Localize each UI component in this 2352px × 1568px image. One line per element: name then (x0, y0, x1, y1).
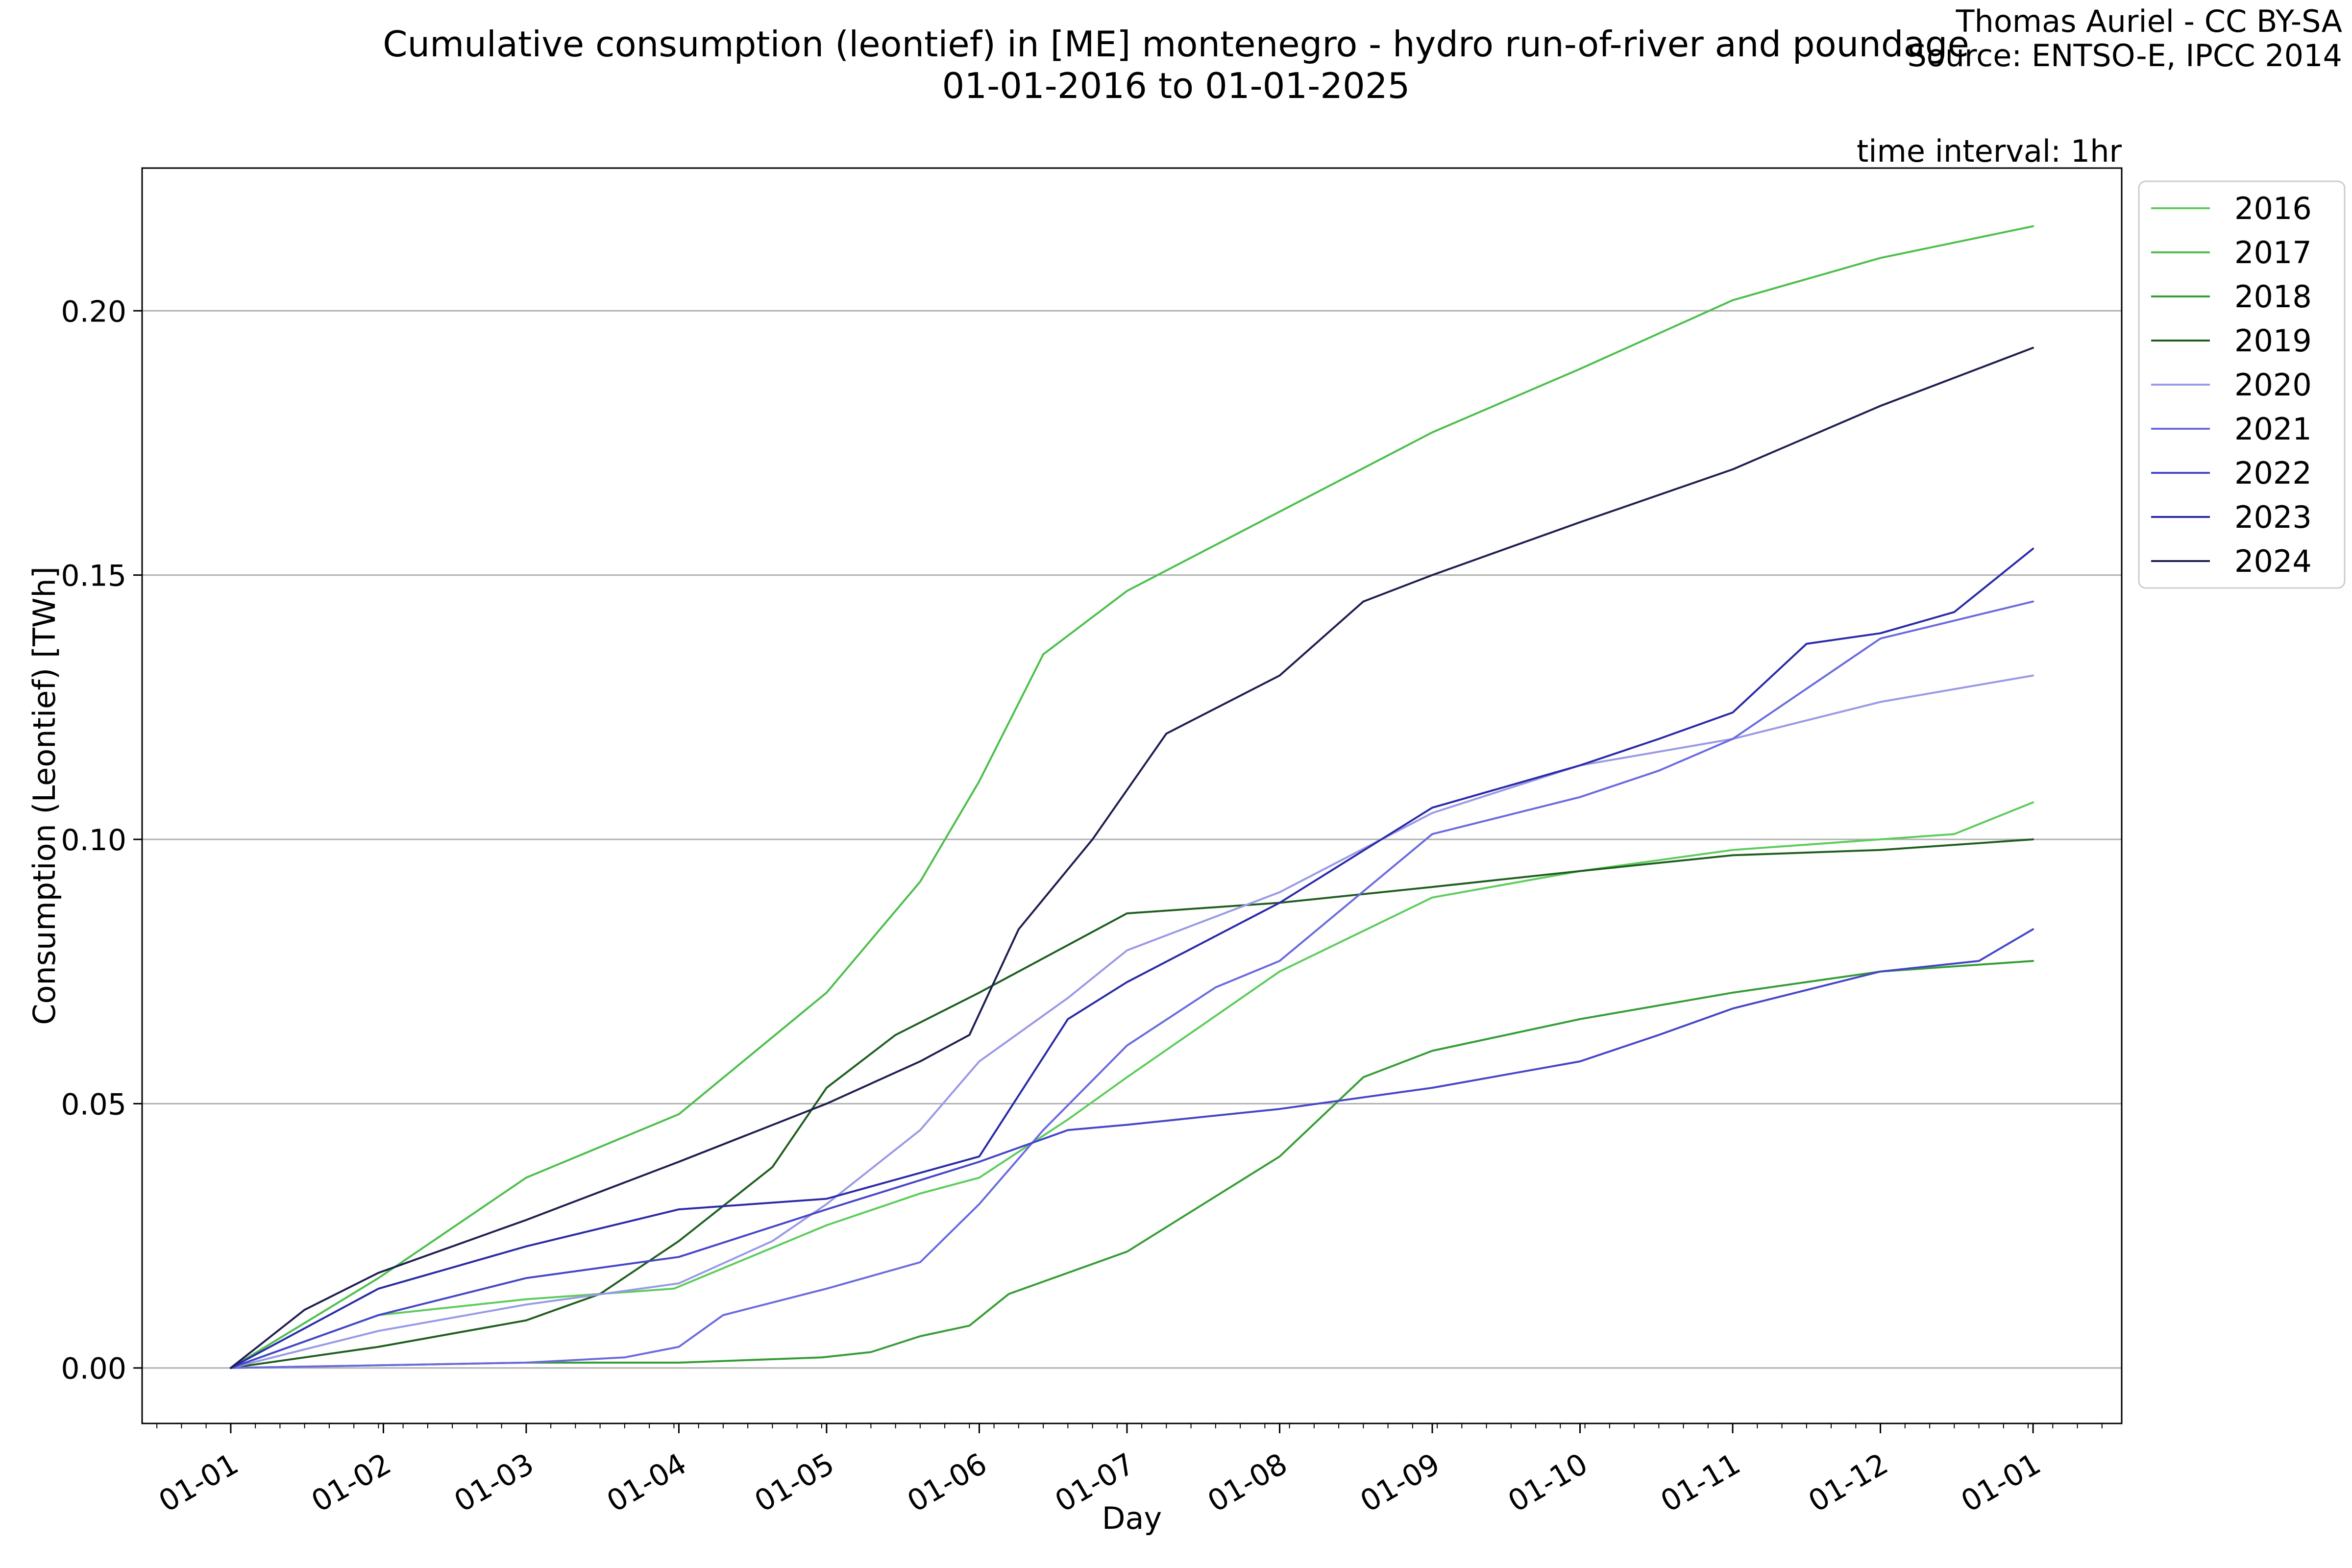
credit-source: Source: ENTSO-E, IPCC 2014 (1907, 38, 2342, 74)
y-tick-label: 0.10 (61, 823, 126, 858)
legend-label: 2021 (2234, 411, 2312, 447)
plot-frame (141, 167, 2123, 1424)
series-line-2024 (229, 346, 2034, 1369)
series-line-2020 (229, 674, 2034, 1369)
series-line-2022 (229, 928, 2034, 1369)
y-tick-label: 0.05 (61, 1087, 126, 1122)
series-line-2023 (229, 547, 2034, 1369)
legend-label: 2019 (2234, 323, 2312, 359)
grid-lines (142, 310, 2122, 1369)
y-axis-label: Consumption (Leontief) [TWh] (26, 566, 62, 1025)
y-tick-label: 0.15 (61, 559, 126, 593)
series-line-2018 (229, 960, 2034, 1369)
series-lines (229, 225, 2034, 1369)
legend-label: 2020 (2234, 367, 2312, 403)
chart-title-line1: Cumulative consumption (leontief) in [ME… (383, 24, 1969, 65)
chart-title-line2: 01-01-2016 to 01-01-2025 (942, 65, 1410, 106)
series-line-2019 (229, 838, 2034, 1369)
legend-label: 2022 (2234, 455, 2312, 491)
y-tick-label: 0.00 (61, 1352, 126, 1386)
legend-label: 2024 (2234, 543, 2312, 579)
credit-author: Thomas Auriel - CC BY-SA (1956, 3, 2342, 39)
y-axis: 0.00 0.05 0.10 0.15 0.20 (61, 294, 142, 1386)
y-tick-label: 0.20 (61, 294, 126, 329)
legend-label: 2017 (2234, 235, 2312, 270)
legend-label: 2016 (2234, 191, 2312, 226)
legend-frame (2138, 180, 2346, 589)
legend-label: 2023 (2234, 499, 2312, 535)
series-line-2017 (229, 225, 2034, 1369)
series-line-2021 (229, 600, 2034, 1369)
legend: 2016 2017 2018 2019 2020 2021 2022 2023 2024 (2138, 180, 2346, 589)
x-axis-label: Day (1102, 1500, 1162, 1536)
interval-label: time interval: 1hr (1857, 133, 2122, 169)
legend-label: 2018 (2234, 279, 2312, 315)
